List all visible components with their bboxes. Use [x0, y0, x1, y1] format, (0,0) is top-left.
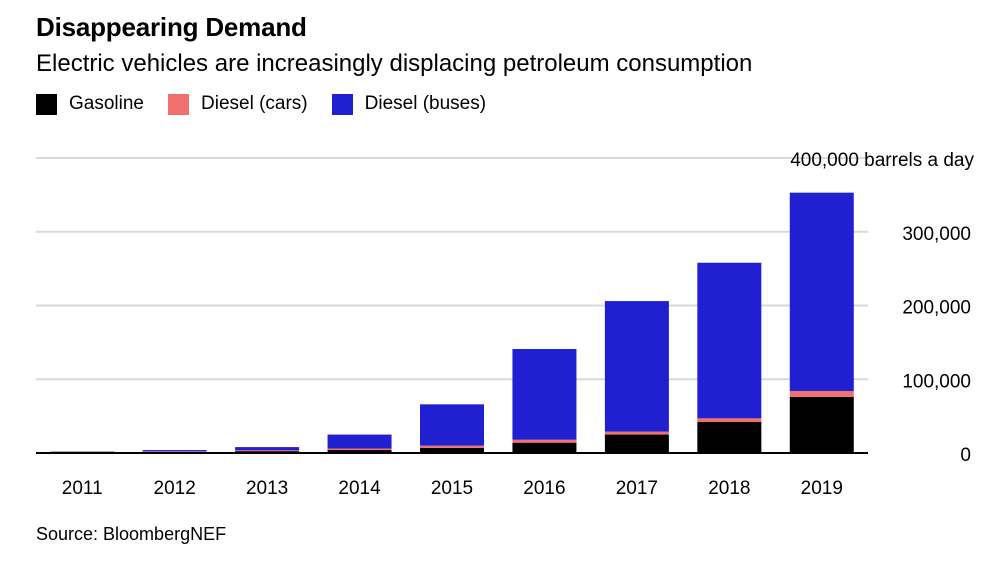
- chart-title: Disappearing Demand: [36, 12, 307, 42]
- bar-segment-diesel-cars-2012: [142, 451, 207, 452]
- bar-segment-gasoline-2015: [420, 447, 484, 453]
- legend-swatch-gasoline: [36, 93, 57, 115]
- bar-segment-diesel-cars-2018: [697, 418, 762, 423]
- bar-segment-diesel-buses-2012: [142, 450, 207, 452]
- x-tick-label: 2016: [523, 478, 565, 499]
- legend-label-diesel-buses: Diesel (buses): [364, 93, 487, 114]
- bar-segment-diesel-cars-2014: [327, 448, 392, 451]
- bar-segment-diesel-buses-2019: [789, 192, 854, 392]
- y-tick-label: 100,000: [902, 371, 971, 392]
- bar-segment-diesel-buses-2013: [235, 447, 300, 451]
- y-tick-label: 0: [960, 445, 971, 466]
- legend-swatch-diesel-buses: [331, 93, 353, 115]
- bar-segment-gasoline-2018: [697, 422, 762, 453]
- legend-item-diesel-buses: Diesel (buses): [331, 93, 487, 115]
- bar-segment-diesel-buses-2016: [512, 349, 577, 440]
- legend-label-diesel-cars: Diesel (cars): [201, 93, 308, 114]
- x-tick-label: 2014: [338, 478, 381, 499]
- legend-item-gasoline: Gasoline: [36, 93, 144, 115]
- legend: Gasoline Diesel (cars) Diesel (buses): [36, 93, 510, 115]
- bar-segment-diesel-cars-2015: [420, 445, 484, 448]
- bar-segment-gasoline-2017: [604, 434, 669, 453]
- bar-segment-diesel-cars-2013: [235, 450, 300, 452]
- bar-segment-diesel-buses-2014: [327, 434, 392, 449]
- bar-segment-diesel-cars-2016: [512, 439, 577, 443]
- x-tick-label: 2018: [708, 478, 750, 499]
- x-tick-label: 2019: [801, 478, 843, 499]
- x-tick-label: 2011: [62, 478, 103, 499]
- y-tick-label: 400,000 barrels a day: [790, 150, 974, 171]
- bar-segment-diesel-buses-2017: [604, 301, 669, 432]
- bar-segment-gasoline-2019: [789, 396, 854, 453]
- y-tick-label: 200,000: [902, 298, 971, 319]
- legend-label-gasoline: Gasoline: [69, 93, 144, 114]
- x-tick-label: 2012: [154, 478, 196, 499]
- y-tick-label: 300,000: [902, 224, 971, 245]
- bar-segment-gasoline-2016: [512, 442, 577, 453]
- bar-segment-diesel-cars-2017: [604, 431, 669, 435]
- bar-segment-diesel-buses-2018: [697, 262, 762, 419]
- x-tick-label: 2013: [246, 478, 288, 499]
- x-tick-label: 2017: [616, 478, 658, 499]
- legend-item-diesel-cars: Diesel (cars): [168, 93, 308, 115]
- bar-segment-diesel-cars-2019: [789, 391, 854, 397]
- bar-segment-diesel-buses-2015: [420, 404, 484, 446]
- source-note: Source: BloombergNEF: [36, 524, 227, 544]
- legend-swatch-diesel-cars: [168, 93, 189, 115]
- x-tick-label: 2015: [431, 478, 473, 499]
- chart-subtitle: Electric vehicles are increasingly displ…: [36, 50, 753, 77]
- bar-segment-gasoline-2014: [327, 450, 392, 453]
